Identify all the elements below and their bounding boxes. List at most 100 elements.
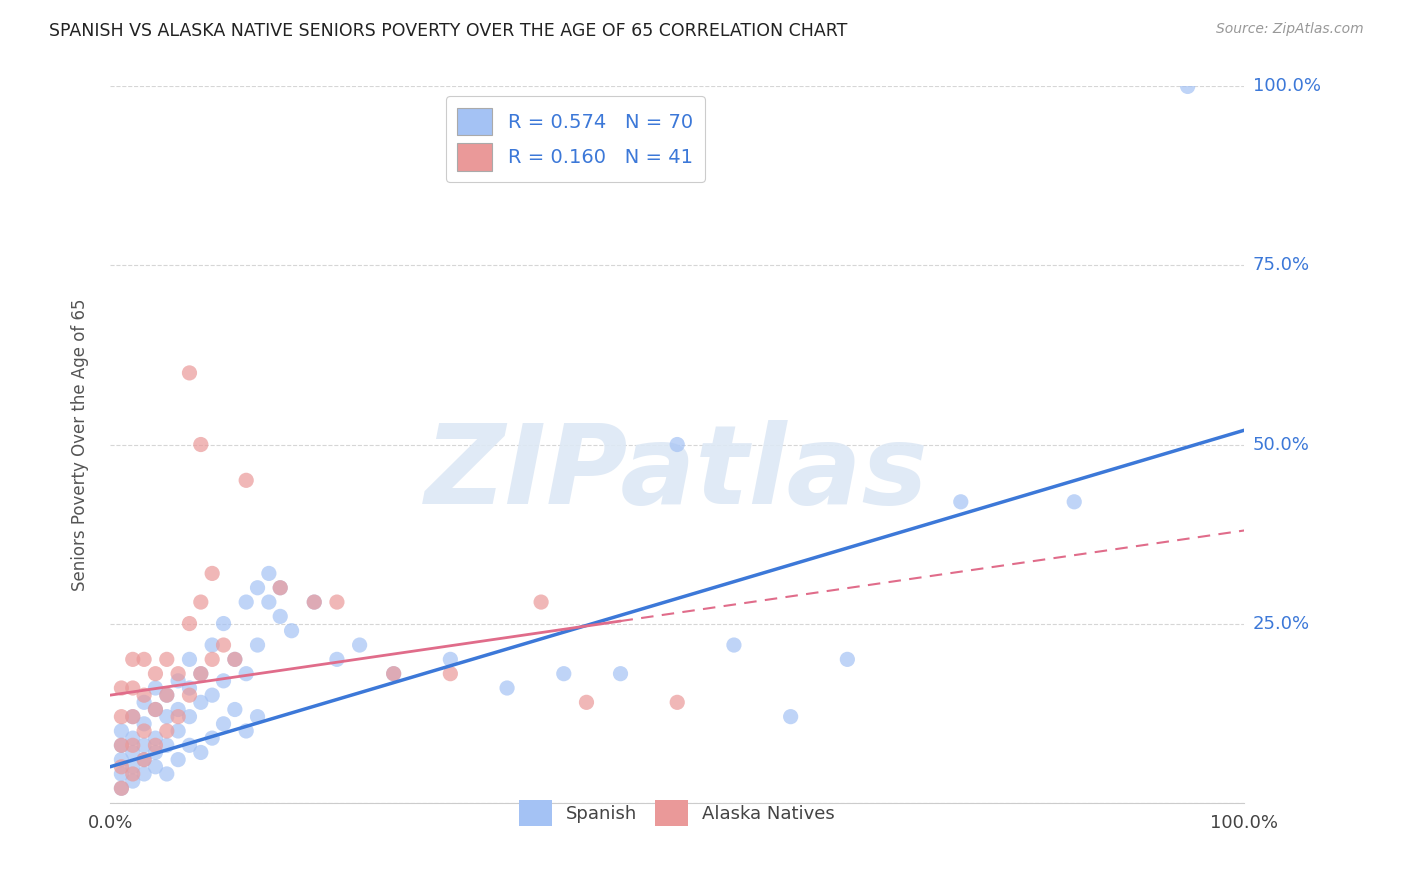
Point [110, 767, 132, 781]
Y-axis label: Seniors Poverty Over the Age of 65: Seniors Poverty Over the Age of 65 [72, 298, 89, 591]
Point [190, 437, 212, 451]
Point [167, 709, 190, 723]
Point [132, 652, 155, 666]
Legend: Spanish, Alaska Natives: Spanish, Alaska Natives [512, 793, 842, 833]
Point [132, 688, 155, 702]
Point [439, 652, 461, 666]
Text: 50.0%: 50.0% [1253, 435, 1309, 453]
Point [235, 473, 257, 487]
Point [156, 739, 179, 753]
Point [382, 666, 405, 681]
Point [145, 702, 167, 716]
Point [553, 666, 575, 681]
Point [145, 702, 167, 716]
Point [121, 760, 143, 774]
Point [246, 638, 269, 652]
Point [280, 624, 302, 638]
Point [212, 638, 235, 652]
Text: 75.0%: 75.0% [1253, 257, 1310, 275]
Text: Source: ZipAtlas.com: Source: ZipAtlas.com [1216, 22, 1364, 37]
Point [132, 753, 155, 767]
Point [156, 723, 179, 738]
Point [121, 774, 143, 789]
Point [156, 652, 179, 666]
Point [257, 595, 280, 609]
Point [666, 695, 689, 709]
Point [190, 695, 212, 709]
Point [145, 746, 167, 760]
Point [167, 753, 190, 767]
Point [110, 723, 132, 738]
Point [179, 616, 201, 631]
Point [121, 767, 143, 781]
Point [145, 681, 167, 695]
Point [132, 767, 155, 781]
Point [201, 566, 224, 581]
Point [121, 709, 143, 723]
Point [121, 681, 143, 695]
Point [382, 666, 405, 681]
Point [201, 688, 224, 702]
Point [304, 595, 326, 609]
Point [837, 652, 859, 666]
Point [530, 595, 553, 609]
Point [326, 595, 349, 609]
Point [156, 688, 179, 702]
Point [212, 716, 235, 731]
Point [167, 702, 190, 716]
Point [201, 731, 224, 746]
Point [269, 609, 291, 624]
Point [269, 581, 291, 595]
Point [235, 723, 257, 738]
Point [121, 746, 143, 760]
Point [201, 638, 224, 652]
Point [246, 709, 269, 723]
Point [304, 595, 326, 609]
Point [121, 652, 143, 666]
Point [156, 688, 179, 702]
Point [224, 652, 246, 666]
Point [179, 366, 201, 380]
Point [145, 666, 167, 681]
Point [121, 709, 143, 723]
Point [190, 595, 212, 609]
Point [224, 702, 246, 716]
Point [145, 760, 167, 774]
Text: SPANISH VS ALASKA NATIVE SENIORS POVERTY OVER THE AGE OF 65 CORRELATION CHART: SPANISH VS ALASKA NATIVE SENIORS POVERTY… [49, 22, 848, 40]
Point [1063, 495, 1085, 509]
Point [132, 716, 155, 731]
Point [167, 723, 190, 738]
Point [110, 681, 132, 695]
Point [132, 723, 155, 738]
Point [110, 739, 132, 753]
Point [201, 652, 224, 666]
Point [190, 666, 212, 681]
Point [575, 695, 598, 709]
Point [949, 495, 972, 509]
Point [179, 681, 201, 695]
Point [179, 652, 201, 666]
Point [145, 739, 167, 753]
Point [132, 695, 155, 709]
Point [212, 673, 235, 688]
Point [246, 581, 269, 595]
Point [326, 652, 349, 666]
Point [179, 739, 201, 753]
Point [156, 709, 179, 723]
Point [666, 437, 689, 451]
Point [190, 666, 212, 681]
Point [110, 781, 132, 796]
Point [212, 616, 235, 631]
Point [179, 709, 201, 723]
Point [609, 666, 631, 681]
Point [132, 739, 155, 753]
Point [235, 666, 257, 681]
Point [439, 666, 461, 681]
Point [779, 709, 801, 723]
Point [167, 666, 190, 681]
Point [167, 673, 190, 688]
Point [496, 681, 519, 695]
Point [1177, 79, 1199, 94]
Point [110, 781, 132, 796]
Point [132, 753, 155, 767]
